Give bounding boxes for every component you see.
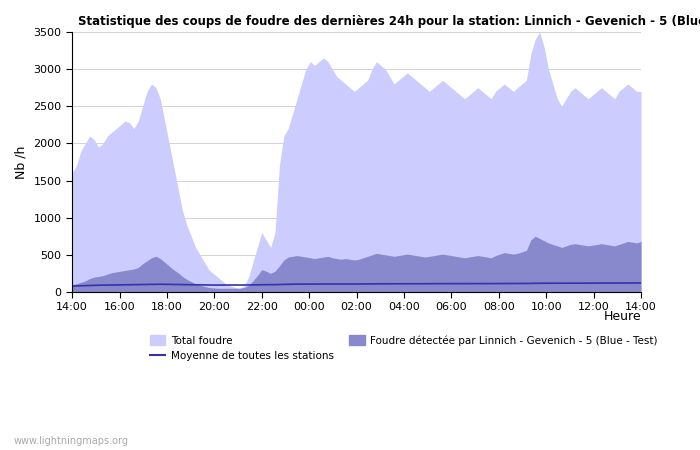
- Text: Heure: Heure: [603, 310, 641, 323]
- Text: www.lightningmaps.org: www.lightningmaps.org: [14, 436, 129, 446]
- Y-axis label: Nb /h: Nb /h: [15, 145, 28, 179]
- Text: Statistique des coups de foudre des dernières 24h pour la station: Linnich - Gev: Statistique des coups de foudre des dern…: [78, 15, 700, 28]
- Legend: Total foudre, Moyenne de toutes les stations, Foudre détectée par Linnich - Geve: Total foudre, Moyenne de toutes les stat…: [146, 331, 662, 365]
